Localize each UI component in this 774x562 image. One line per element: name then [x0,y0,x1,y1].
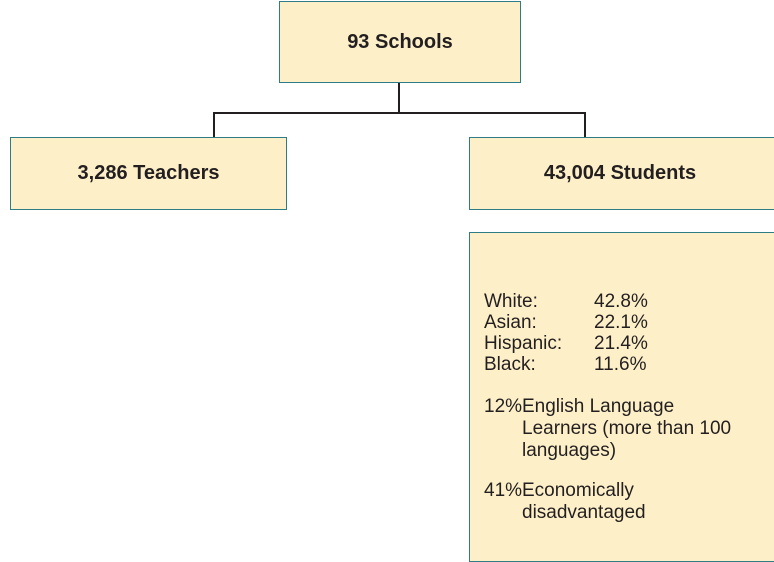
details-box: White: 42.8% Asian: 22.1% Hispanic: 21.4% B… [469,232,774,562]
students-box: 43,004 Students [469,137,774,210]
note: 41% Economically disadvantaged [484,480,714,524]
demographic-label: Black: [484,354,536,375]
note-text: Economically disadvantaged [522,480,646,523]
demographic-row: Hispanic: 21.4% [484,333,648,354]
demographic-row: Asian: 22.1% [484,312,648,333]
connector [584,112,586,137]
connector [213,112,215,137]
note-percent: 12% [484,396,523,417]
demographic-row: Black: 11.6% [484,354,646,375]
demographic-label: White: [484,291,538,312]
node-label: 3,286 Teachers [77,162,220,184]
demographic-value: 42.8% [594,291,648,312]
demographic-label: Hispanic: [484,333,563,354]
demographic-value: 21.4% [594,333,648,354]
demographic-value: 22.1% [594,312,648,333]
demographic-label: Asian: [484,312,537,333]
teachers-box: 3,286 Teachers [10,137,287,210]
demographic-row: White: 42.8% [484,291,648,312]
connector [398,83,400,113]
note-text: English Language Learners (more than 100… [522,396,732,461]
note: 12% English Language Learners (more than … [484,396,749,462]
node-label: 43,004 Students [543,162,697,184]
node-label: 93 Schools [347,30,453,53]
connector [213,112,585,114]
demographic-value: 11.6% [594,354,647,375]
note-percent: 41% [484,480,523,501]
schools-box: 93 Schools [279,1,521,83]
